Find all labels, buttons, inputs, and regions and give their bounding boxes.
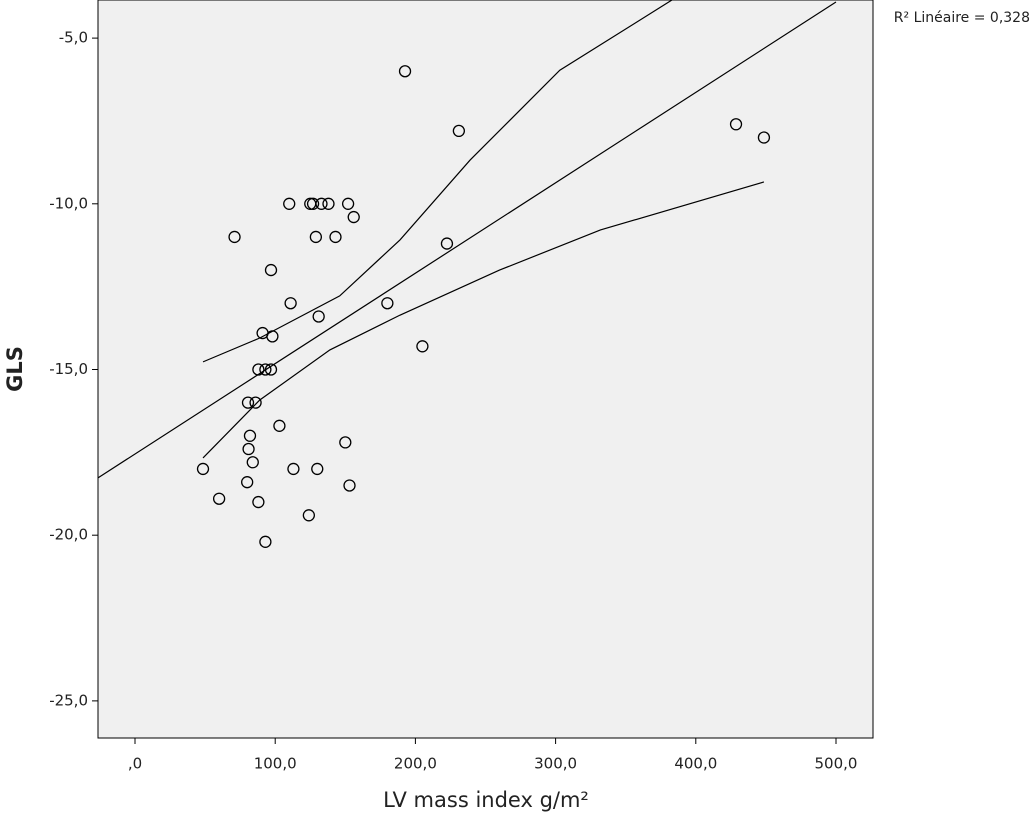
- x-tick-label: 100,0: [254, 755, 297, 773]
- point: [341, 197, 355, 210]
- point: [309, 230, 323, 244]
- point: [440, 237, 454, 250]
- point: [757, 131, 771, 144]
- y-tick-label: -20,0: [49, 526, 88, 544]
- point: [228, 230, 241, 244]
- y-tick-label: -15,0: [49, 360, 88, 378]
- point: [259, 535, 272, 548]
- point: [242, 442, 255, 456]
- y-tick-label: -25,0: [49, 691, 88, 709]
- point: [311, 462, 324, 476]
- point: [347, 210, 360, 224]
- point: [343, 479, 356, 492]
- point: [381, 297, 394, 310]
- point: [315, 197, 328, 210]
- x-tick-label: 300,0: [534, 755, 577, 773]
- x-tick-label: ,0: [128, 755, 142, 773]
- point: [241, 396, 255, 409]
- point: [339, 436, 352, 449]
- point: [416, 340, 429, 353]
- y-axis-label: GLS: [3, 346, 27, 392]
- x-tick-label: 200,0: [394, 755, 437, 773]
- point: [273, 419, 286, 432]
- point: [196, 462, 210, 476]
- point: [729, 118, 743, 131]
- annotation: R² Linéaire = 0,328: [894, 10, 1030, 26]
- y-tick-label: -10,0: [49, 194, 88, 212]
- point: [284, 297, 297, 310]
- point: [322, 197, 335, 210]
- point: [246, 456, 259, 469]
- point: [312, 310, 325, 323]
- fit-line: [202, 181, 765, 459]
- point: [452, 124, 466, 138]
- point: [398, 65, 412, 78]
- point: [259, 363, 272, 376]
- point: [212, 492, 226, 505]
- y-tick-label: -5,0: [59, 29, 88, 47]
- x-tick-label: 500,0: [815, 755, 858, 773]
- x-axis-label: LV mass index g/m²: [383, 788, 589, 812]
- point: [287, 462, 300, 476]
- fit-line: [202, 0, 673, 363]
- point: [302, 509, 316, 522]
- plot-area: [97, 0, 874, 739]
- point: [241, 476, 254, 489]
- point: [243, 429, 257, 442]
- point: [264, 263, 278, 277]
- point: [306, 197, 320, 210]
- point: [252, 495, 265, 509]
- point: [249, 396, 262, 409]
- point: [329, 230, 342, 244]
- x-tick-label: 400,0: [674, 755, 717, 773]
- fit-line: [97, 1, 837, 479]
- point: [283, 197, 296, 210]
